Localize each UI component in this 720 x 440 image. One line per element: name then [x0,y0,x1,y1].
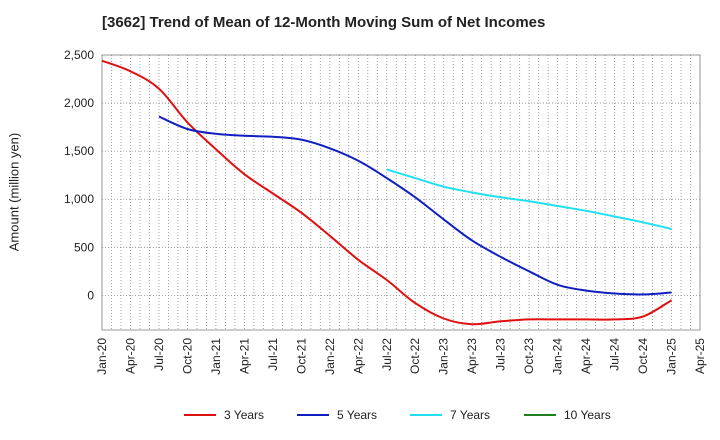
x-tick-label: Jan-24 [551,338,565,375]
x-tick-label: Apr-25 [693,338,707,374]
x-tick-label: Jul-24 [608,338,622,371]
x-tick-label: Jul-22 [380,338,394,371]
series-line-7-years [386,168,672,230]
x-tick-label: Oct-20 [180,338,194,374]
legend-label-3-years: 3 Years [224,408,264,422]
y-tick-label: 1,500 [64,144,94,158]
x-tick-label: Oct-21 [294,338,308,374]
chart-title: [3662] Trend of Mean of 12-Month Moving … [102,14,546,31]
x-tick-label: Jan-22 [323,338,337,375]
x-tick-label: Jul-23 [494,338,508,371]
legend: 3 Years 5 Years 7 Years 10 Years [184,408,611,422]
x-tick-label: Jul-21 [266,338,280,371]
plot-frame [101,54,701,331]
y-tick-label: 2,000 [64,96,94,110]
y-tick-labels: 2,500 2,000 1,500 1,000 500 0 [64,48,94,302]
x-tick-labels: Jan-20 Apr-20 Jul-20 Oct-20 Jan-21 Apr-21 Jul-… [95,338,707,375]
grid-lines [101,54,701,331]
series-lines [101,59,673,326]
x-tick-label: Jul-20 [152,338,166,371]
legend-label-10-years: 10 Years [564,408,611,422]
x-tick-label: Jan-25 [665,338,679,375]
x-tick-label: Apr-24 [579,338,593,374]
x-tick-label: Jan-23 [437,338,451,375]
x-tick-label: Apr-22 [351,338,365,374]
x-tick-label: Apr-21 [237,338,251,374]
x-tick-label: Jan-21 [209,338,223,375]
x-tick-label: Apr-23 [465,338,479,374]
legend-label-7-years: 7 Years [450,408,490,422]
series-line-5-years [158,115,672,296]
legend-label-5-years: 5 Years [337,408,377,422]
x-tick-label: Apr-20 [123,338,137,374]
x-tick-label: Oct-23 [522,338,536,374]
y-tick-label: 1,000 [64,192,94,206]
y-tick-label: 0 [87,288,94,302]
x-tick-label: Oct-24 [636,338,650,374]
y-tick-label: 500 [74,240,94,254]
x-tick-label: Jan-20 [95,338,109,375]
x-tick-label: Oct-22 [408,338,422,374]
y-tick-label: 2,500 [64,48,94,62]
